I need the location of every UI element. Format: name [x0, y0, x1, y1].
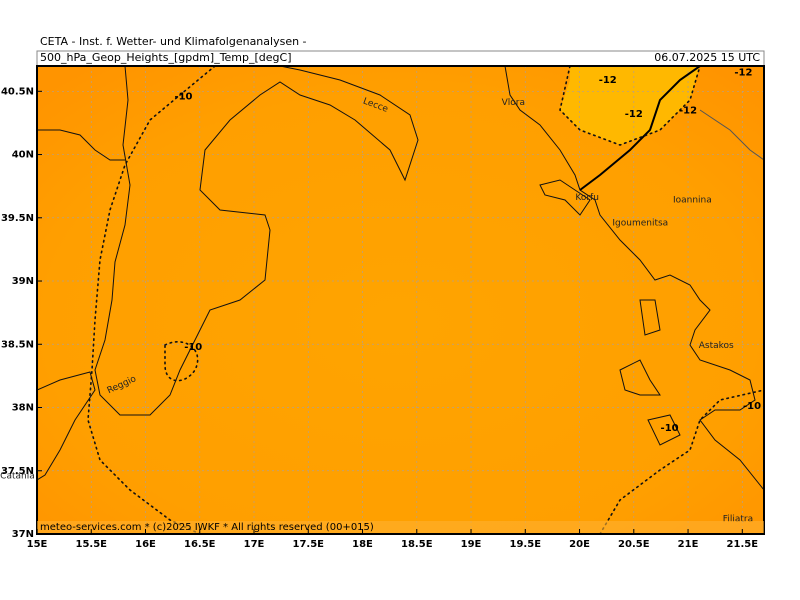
island	[639, 299, 661, 336]
x-tick-label: 19E	[461, 539, 482, 550]
place-label: Vlora	[502, 98, 525, 108]
island	[539, 179, 591, 216]
frame	[36, 65, 765, 535]
footer: meteo-services.com * (c)2025 IWKF * All …	[40, 522, 374, 533]
x-tick-label: 17.5E	[293, 539, 325, 550]
footer-bar	[37, 521, 764, 533]
island	[619, 359, 661, 396]
contour-label: -12	[625, 109, 643, 120]
coastline	[37, 129, 125, 161]
contour-label: -10	[184, 342, 202, 353]
x-tick-label: 20E	[569, 539, 590, 550]
product: 500_hPa_Geop_Heights_[gpdm]_Temp_[degC]	[40, 51, 292, 64]
x-tick-label: 20.5E	[618, 539, 650, 550]
contour	[559, 66, 701, 146]
y-tick-label: 39.5N	[1, 213, 34, 224]
x-tick-label: 15E	[27, 539, 48, 550]
valid-time: 06.07.2025 15 UTC	[654, 51, 760, 64]
x-tick-label: 21E	[678, 539, 699, 550]
contour	[87, 66, 216, 534]
place-label: Igoumenitsa	[612, 218, 668, 228]
x-tick-label: 15.5E	[75, 539, 107, 550]
place-label: Korfu	[575, 193, 599, 203]
y-tick-label: 38.5N	[1, 339, 34, 350]
contour	[164, 341, 199, 382]
y-tick-label: 38N	[12, 403, 34, 414]
place-label: Astakos	[699, 341, 734, 351]
x-tick-label: 17E	[244, 539, 265, 550]
contour-label: -10	[743, 401, 761, 412]
contour-label: -12	[734, 67, 752, 78]
contour	[599, 389, 764, 534]
contour-label: -10	[174, 91, 192, 102]
x-tick-label: 18.5E	[401, 539, 433, 550]
place-label: Catania	[0, 471, 35, 481]
place-label: Ioannina	[673, 196, 712, 206]
contour-label: -12	[679, 105, 697, 116]
coastline	[94, 66, 419, 416]
contour-label: -10	[661, 423, 679, 434]
place-label: Filiatra	[723, 514, 753, 524]
border	[579, 66, 701, 191]
x-tick-label: 19.5E	[510, 539, 542, 550]
cold-area	[560, 66, 700, 145]
y-tick-label: 40.5N	[1, 86, 34, 97]
y-tick-label: 37.5N	[1, 466, 34, 477]
x-tick-label: 18E	[352, 539, 373, 550]
x-tick-label: 21.5E	[727, 539, 759, 550]
coastline	[37, 371, 96, 481]
x-tick-label: 16E	[135, 539, 156, 550]
y-tick-label: 40N	[12, 150, 34, 161]
border	[699, 109, 764, 161]
x-tick-label: 16.5E	[184, 539, 216, 550]
coastline	[504, 66, 764, 491]
map-area: Lecce VloraKorfuIgoumenitsaIoanninaAstako…	[37, 66, 764, 534]
institute: CETA - Inst. f. Wetter- und Klimafolgena…	[40, 35, 307, 48]
y-tick-label: 37N	[12, 529, 34, 540]
contour-label: -12	[599, 75, 617, 86]
island	[647, 414, 681, 446]
y-tick-label: 39N	[12, 276, 34, 287]
